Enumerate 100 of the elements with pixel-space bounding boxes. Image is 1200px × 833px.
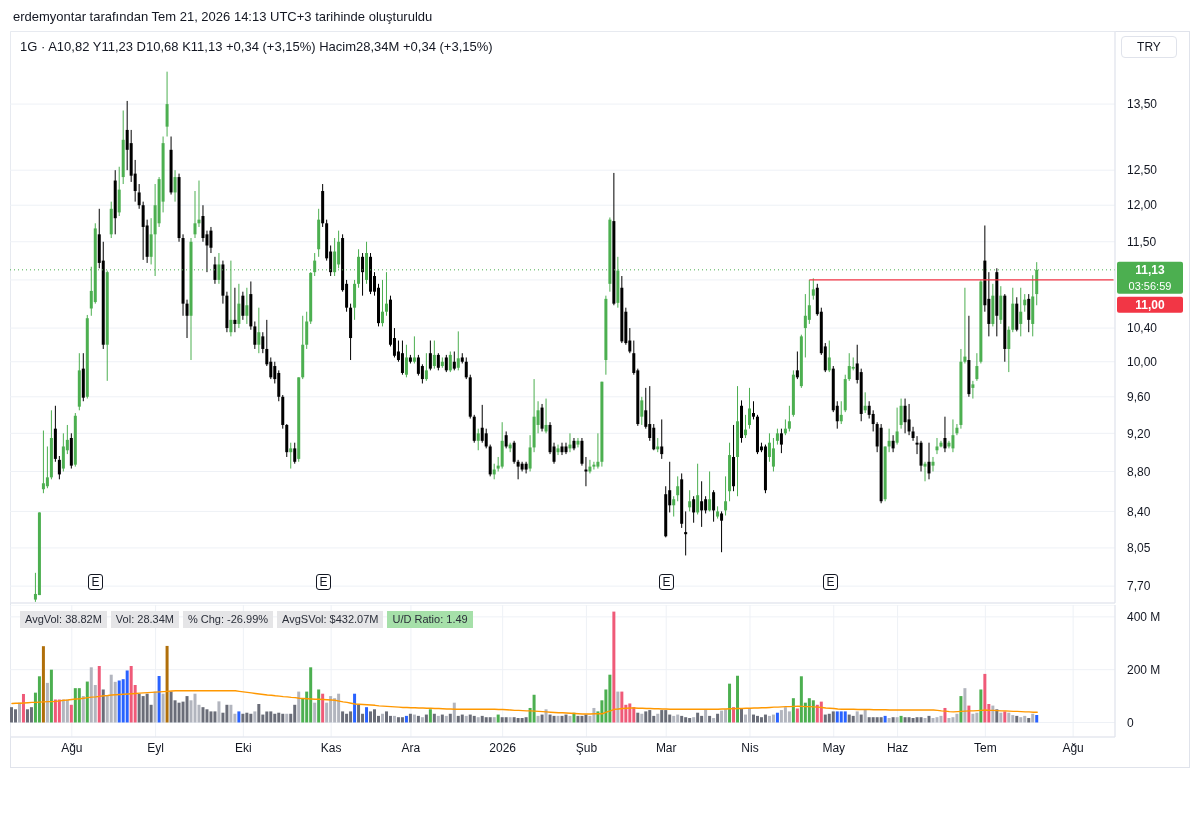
bar — [69, 704, 73, 723]
bar — [955, 713, 959, 723]
bar — [1035, 715, 1039, 723]
candlestick — [165, 71, 169, 137]
bar — [660, 710, 664, 723]
bar — [1019, 717, 1023, 723]
x-tick-label: Ağu — [1062, 740, 1084, 755]
candlestick — [943, 416, 947, 453]
bar — [432, 713, 436, 723]
bar — [927, 715, 931, 723]
bar — [89, 667, 93, 723]
candlestick — [787, 405, 791, 432]
bar — [720, 710, 724, 723]
x-tick-label: Haz — [886, 740, 909, 755]
bar — [229, 704, 233, 723]
bar — [201, 707, 205, 723]
bar — [73, 688, 77, 723]
bar — [333, 698, 337, 723]
bar — [49, 669, 53, 723]
bar — [935, 717, 939, 723]
candlestick — [428, 340, 432, 371]
text: 1G · A10,82 Y11,23 D10,68 K11,13 +0,34 (+3,15%) Hacim28,34M +0,34 (+3,15%) — [20, 39, 493, 54]
y-tick-label: 10,00 — [1127, 355, 1158, 369]
bar — [1003, 711, 1007, 723]
bar — [185, 696, 189, 723]
candlestick — [576, 437, 580, 448]
bar — [504, 717, 508, 723]
bar — [520, 717, 524, 723]
candlestick — [201, 204, 205, 243]
bar — [612, 611, 616, 723]
y-tick-label: 8,40 — [1127, 504, 1151, 519]
bar — [532, 694, 536, 723]
candlestick — [45, 445, 49, 489]
bar — [404, 715, 408, 723]
candlestick — [684, 510, 688, 556]
candlestick — [927, 442, 931, 480]
bar — [959, 696, 963, 723]
candlestick — [452, 351, 456, 371]
candlestick — [353, 279, 357, 321]
bar — [349, 711, 353, 723]
bar — [213, 711, 217, 723]
bar — [895, 717, 899, 723]
candlestick — [464, 356, 468, 380]
y-axis-title: TRY — [1121, 36, 1177, 58]
bar — [983, 673, 987, 723]
candlestick — [935, 437, 939, 455]
bar — [165, 645, 169, 723]
bar — [724, 709, 728, 723]
bar — [265, 711, 269, 723]
bar — [524, 717, 528, 723]
y-tick-label: 11,50 — [1127, 235, 1157, 250]
bar — [891, 717, 895, 723]
bar — [357, 704, 361, 723]
line-series — [11, 690, 1038, 715]
y-tick-label: 8,05 — [1127, 541, 1151, 556]
ref-line-label: 11,13 03:56:59 — [1128, 263, 1172, 292]
y-tick-label: 400 M — [1127, 610, 1161, 625]
bar — [1027, 717, 1031, 723]
candlestick — [213, 256, 217, 285]
candlestick — [289, 442, 293, 470]
candlestick — [257, 307, 261, 354]
bar — [444, 715, 448, 723]
bar — [931, 717, 935, 723]
bar — [708, 715, 712, 723]
bar — [640, 713, 644, 723]
candlestick — [660, 418, 664, 460]
bar — [919, 717, 923, 723]
bar — [193, 693, 197, 723]
bar — [293, 704, 297, 723]
bar — [373, 709, 377, 723]
bar — [416, 715, 420, 723]
bar — [688, 717, 692, 723]
bar — [767, 715, 771, 723]
bar — [811, 700, 815, 723]
bar — [791, 698, 795, 723]
y-tick-label: 12,00 — [1127, 198, 1158, 213]
bar — [245, 712, 249, 723]
bar — [53, 699, 57, 723]
y-tick-label: 200 M — [1127, 662, 1161, 677]
candlestick — [305, 311, 309, 350]
candlestick — [676, 475, 680, 502]
candlestick — [580, 437, 584, 467]
x-tick-label: Eki — [235, 740, 252, 755]
bar — [241, 713, 245, 723]
candlestick — [384, 271, 388, 317]
bar — [141, 696, 145, 723]
candlestick — [1027, 293, 1031, 333]
candlestick — [795, 351, 799, 380]
bar — [337, 693, 341, 723]
bar — [273, 713, 277, 723]
candlestick — [1007, 325, 1011, 373]
y-tick-label: 7,70 — [1127, 579, 1151, 594]
bar — [819, 701, 823, 723]
bar — [700, 715, 704, 723]
bar — [25, 709, 29, 723]
bar — [620, 691, 624, 723]
bar — [85, 681, 89, 723]
bar — [249, 713, 253, 723]
bar — [536, 715, 540, 723]
bar — [129, 665, 133, 723]
